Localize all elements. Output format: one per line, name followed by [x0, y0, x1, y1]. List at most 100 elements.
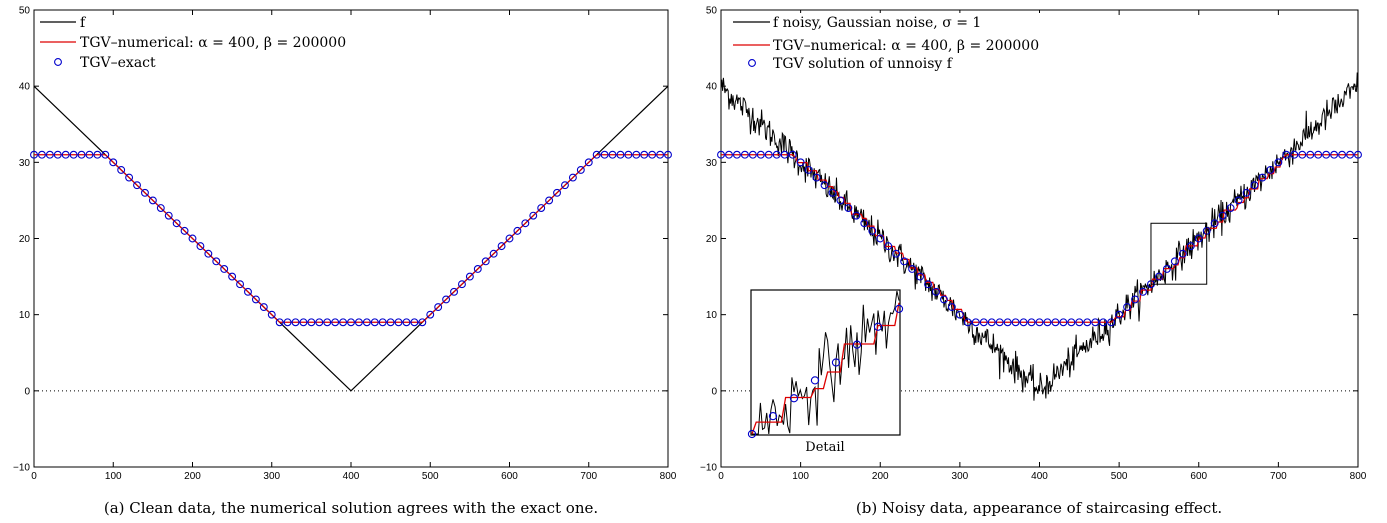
chart-a-exact-marker	[204, 249, 213, 258]
chart-a-exact-marker	[307, 318, 316, 327]
chart-a-exact-marker	[434, 303, 443, 311]
chart-b-exact-marker	[963, 318, 972, 327]
chart-b-exact-marker	[900, 257, 909, 266]
chart-a-xtick-label: 200	[184, 471, 201, 482]
chart-b-exact-marker	[1218, 211, 1227, 220]
chart-a-exact-marker	[299, 318, 308, 327]
chart-a-exact-marker	[117, 166, 126, 174]
chart-a-ytick-label: 40	[19, 82, 31, 93]
chart-b-ytick-label: 30	[706, 158, 718, 169]
chart-a-exact-marker	[561, 181, 569, 190]
chart-a-xtick-label: 700	[580, 471, 597, 482]
chart-a-exact-marker	[553, 188, 561, 197]
chart-b-series-group	[717, 72, 1362, 401]
chart-a-exact-marker	[125, 173, 134, 182]
chart-b-exact-marker	[1178, 249, 1187, 258]
chart-a-ytick-label: 30	[19, 158, 31, 169]
chart-b-exact-marker	[1067, 318, 1076, 327]
chart-b-exact-marker	[860, 219, 869, 228]
chart-b-exact-marker	[1091, 318, 1100, 327]
chart-b-exact-marker	[1162, 265, 1171, 273]
chart-b-exact-marker	[1043, 318, 1052, 327]
chart-a-exact-marker	[85, 150, 94, 159]
chart-b-inset-exact-marker	[747, 429, 757, 439]
chart-a-exact-marker	[164, 211, 173, 220]
chart-b-ytick-label: −10	[700, 463, 717, 474]
chart-b-exact-marker	[1083, 318, 1092, 327]
chart-a-exact-marker	[608, 150, 617, 159]
chart-a-exact-marker	[228, 272, 237, 281]
chart-a-exact-marker	[656, 150, 665, 159]
chart-b-exact-marker	[1075, 318, 1084, 327]
chart-b-exact-marker	[1258, 173, 1267, 182]
chart-a-series-group	[30, 85, 672, 392]
chart-b-exact-marker	[1019, 318, 1028, 327]
chart-b-exact-marker	[772, 150, 781, 159]
chart-b-inset-exact-marker	[810, 376, 820, 385]
chart-b-legend-label-exact: TGV solution of unnoisy f	[773, 56, 954, 72]
chart-b-ytick-label: 10	[706, 310, 718, 321]
chart-b-exact-marker	[947, 303, 956, 311]
chart-a-exact-marker	[339, 318, 348, 327]
chart-a-legend-swatch-exact	[54, 58, 62, 66]
chart-b-exact-marker	[1250, 181, 1259, 190]
chart-b-exact-marker	[1035, 318, 1044, 327]
chart-b-legend-bg	[726, 13, 1076, 73]
chart-a-exact-marker	[45, 150, 54, 159]
chart-a-exact-marker	[172, 219, 181, 228]
chart-b-exact-marker	[1059, 318, 1068, 327]
chart-a-legend-label-exact: TGV–exact	[80, 55, 156, 71]
chart-b-exact-marker	[1131, 295, 1140, 304]
chart-a-xtick-label: 500	[422, 471, 439, 482]
chart-a-exact-marker	[315, 318, 324, 327]
chart-b-legend: f noisy, Gaussian noise, σ = 1 TGV–numer…	[726, 13, 1076, 73]
chart-a-exact-marker	[69, 150, 78, 159]
chart-b-exact-marker	[852, 211, 861, 220]
chart-a-legend-label-numerical: TGV–numerical: α = 400, β = 200000	[80, 35, 346, 51]
chart-a-exact-marker	[212, 257, 221, 266]
chart-b-exact-marker	[908, 265, 917, 273]
chart-a-exact-marker	[664, 150, 672, 159]
chart-b-exact-marker	[1003, 318, 1012, 327]
chart-a-exact-marker	[291, 318, 300, 327]
chart-a-exact-marker	[481, 257, 490, 266]
chart-a-exact-marker	[648, 150, 657, 159]
chart-b-detail-window	[1150, 222, 1208, 285]
chart-b-exact-marker	[828, 188, 837, 197]
chart-b-xtick-label: 200	[872, 471, 889, 482]
chart-a-xtick-label: 800	[660, 471, 677, 482]
chart-a-exact-marker	[394, 318, 403, 327]
chart-a-exact-marker	[101, 150, 110, 159]
chart-b-exact-marker	[987, 318, 996, 327]
chart-a-exact-marker	[188, 234, 197, 243]
chart-b-inset-exact-marker	[768, 411, 778, 421]
chart-a-exact-marker	[133, 181, 141, 190]
chart-b-exact-marker	[740, 150, 749, 159]
chart-b-exact-marker	[1170, 257, 1179, 266]
chart-b-exact-marker	[1234, 196, 1243, 205]
chart-b-exact-marker	[971, 318, 980, 327]
chart-b-exact-marker	[1306, 150, 1315, 159]
chart-b-exact-marker	[1186, 242, 1195, 251]
chart-b-ytick-label: 50	[706, 6, 718, 17]
chart-a-series-numerical	[34, 154, 668, 323]
chart-a-exact-marker	[275, 318, 284, 327]
chart-b-exact-marker	[979, 318, 988, 327]
chart-a-exact-marker	[465, 272, 474, 281]
chart-a-exact-marker	[568, 173, 577, 182]
chart-a-exact-marker	[77, 150, 86, 159]
chart-b-xtick-label: 800	[1350, 471, 1367, 482]
chart-a-exact-marker	[640, 150, 649, 159]
chart-b-exact-marker	[1274, 158, 1283, 167]
chart-b-exact-marker	[1242, 188, 1251, 197]
chart-b-legend-label-numerical: TGV–numerical: α = 400, β = 200000	[773, 38, 1039, 54]
chart-a-ytick-label: 50	[19, 6, 31, 17]
chart-a-xtick-label: 0	[31, 471, 37, 482]
chart-b-exact-marker	[1282, 150, 1291, 159]
chart-a-ytick-label: 20	[19, 234, 31, 245]
chart-a-exact-marker	[180, 226, 189, 235]
chart-a-xtick-label: 300	[263, 471, 280, 482]
chart-a-legend-label-f: f	[80, 15, 87, 31]
chart-a-exact-marker	[537, 204, 546, 212]
